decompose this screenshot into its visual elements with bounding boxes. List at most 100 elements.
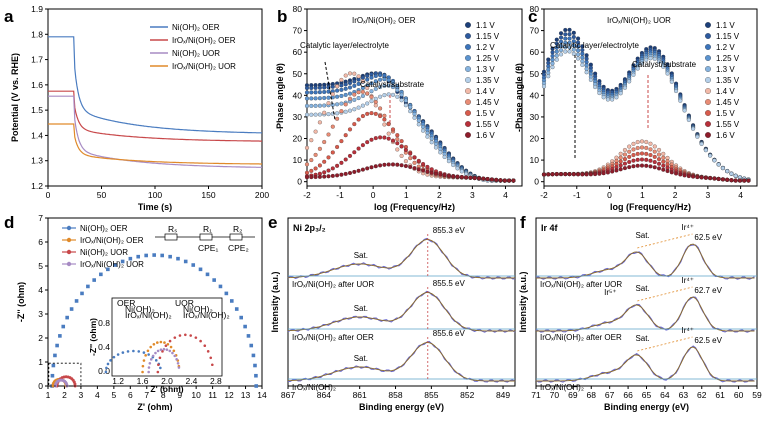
inset-data-point	[142, 359, 146, 362]
data-point	[373, 100, 378, 105]
data-point	[559, 35, 564, 40]
data-point	[601, 95, 606, 100]
legend-entry: 1.1 V	[476, 21, 495, 30]
legend-marker	[705, 77, 711, 83]
y-axis-label: -Z'' (ohm)	[16, 282, 26, 322]
data-point	[614, 168, 619, 173]
data-point	[386, 162, 391, 167]
data-point	[567, 172, 572, 177]
data-point	[648, 141, 653, 146]
x-tick-label: 8	[161, 390, 166, 400]
data-point	[251, 353, 256, 358]
sample-label: IrOₓ/Ni(OH)₂	[292, 383, 336, 392]
data-point	[703, 175, 708, 180]
data-point	[61, 324, 66, 329]
legend-marker	[465, 121, 471, 127]
data-point	[656, 166, 662, 171]
x-tick-label: -1	[573, 190, 581, 200]
inset-data-point	[176, 361, 180, 365]
data-point	[648, 56, 653, 61]
data-point	[128, 256, 133, 261]
data-point	[352, 92, 357, 97]
data-point	[618, 151, 623, 156]
sat-label: Sat.	[354, 304, 368, 313]
data-point	[313, 174, 318, 180]
data-point	[373, 73, 378, 78]
legend-marker	[705, 99, 711, 105]
legend-entry: 1.5 V	[716, 109, 735, 118]
data-point	[622, 157, 627, 162]
data-point	[639, 145, 645, 150]
x-tick-label: 150	[201, 190, 215, 200]
inset-data-point	[161, 350, 164, 353]
data-point	[317, 146, 322, 151]
data-point	[652, 160, 657, 165]
data-point	[254, 384, 259, 388]
peak-label: 855.3 eV	[433, 226, 466, 235]
inset-data-point	[156, 349, 160, 353]
data-point	[378, 73, 383, 78]
sample-label: IrOₓ/Ni(OH)₂ after OER	[540, 333, 622, 342]
data-point	[378, 84, 383, 90]
data-point	[661, 163, 666, 168]
data-point	[597, 91, 602, 96]
data-point	[554, 45, 559, 50]
data-point	[584, 66, 589, 71]
data-point	[546, 74, 551, 79]
legend-entry: 1.15 V	[716, 32, 740, 41]
data-point	[309, 138, 314, 143]
legend-entry: IrOₓ/Ni(OH)₂ OER	[172, 36, 236, 45]
guide-line	[637, 336, 693, 352]
inset-data-point	[173, 354, 177, 358]
data-point	[507, 178, 512, 183]
data-point	[476, 176, 482, 181]
legend-entry: 1.2 V	[476, 43, 495, 52]
data-point	[224, 291, 229, 296]
data-point	[425, 130, 430, 135]
inset-x-label: Z' (ohm)	[150, 384, 183, 394]
data-point	[576, 172, 581, 177]
data-point	[390, 85, 396, 90]
x-tick-label: 864	[317, 390, 331, 400]
x-tick-label: 59	[752, 390, 762, 400]
legend-marker	[705, 110, 711, 116]
data-point	[304, 86, 310, 91]
x-tick-label: 63	[679, 390, 689, 400]
data-point	[369, 165, 374, 170]
data-point	[309, 175, 314, 180]
legend-marker	[66, 261, 72, 267]
data-point	[652, 144, 657, 149]
x-tick-label: 3	[470, 190, 475, 200]
fit-envelope	[287, 342, 515, 382]
data-point	[614, 95, 619, 100]
data-point	[326, 174, 331, 179]
data-point	[365, 140, 370, 145]
inset-data-point	[173, 336, 177, 339]
data-point	[580, 59, 585, 64]
y-tick-label: 7	[38, 213, 43, 223]
panel-title: IrOₓ/Ni(OH)₂ OER	[352, 16, 416, 25]
data-point	[390, 127, 396, 132]
resistor	[199, 233, 213, 241]
data-point	[451, 174, 456, 179]
legend-marker	[465, 33, 471, 39]
y-tick-label: 50	[293, 69, 303, 79]
legend-entry: 1.3 V	[476, 65, 495, 74]
circuit-label: CPE₁	[198, 243, 218, 253]
x-tick-label: 9	[177, 390, 182, 400]
data-point	[567, 49, 572, 54]
y-tick-label: 0	[534, 177, 539, 187]
data-point	[438, 150, 443, 155]
data-point	[464, 171, 469, 176]
data-point	[550, 172, 555, 177]
inset-data-point	[116, 353, 120, 356]
annotation: Catalytic layer/electrolyte	[300, 41, 389, 50]
legend-marker	[66, 237, 72, 243]
series-line-IrOₓ/Ni(OH)₂ OER	[48, 90, 262, 142]
data-point	[378, 77, 383, 82]
data-point	[686, 174, 691, 179]
legend-entry: 1.6 V	[716, 131, 735, 140]
inset-data-point	[126, 350, 130, 353]
data-point	[635, 66, 640, 71]
